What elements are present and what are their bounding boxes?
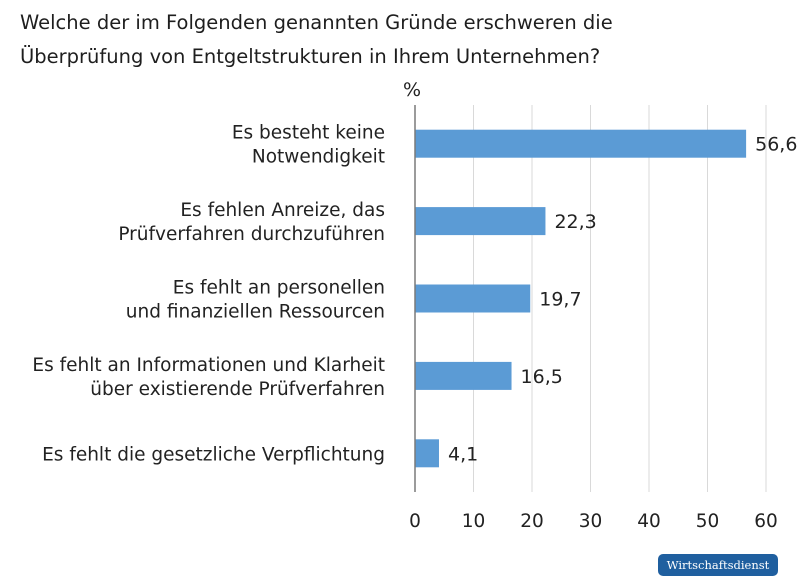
chart-title-line-1: Welche der im Folgenden genannten Gründe… xyxy=(20,11,613,34)
category-label-3: Es fehlt an personellen und finanziellen … xyxy=(126,278,385,323)
x-tick-label-20: 20 xyxy=(520,511,544,532)
bar-4 xyxy=(415,361,512,390)
bars xyxy=(415,129,747,468)
value-label-1: 56,6 xyxy=(755,134,797,156)
category-label-2: Es fehlen Anreize, das Prüfverfahren durc… xyxy=(118,200,385,245)
chart-title: Welche der im Folgenden genannten Gründe… xyxy=(20,6,613,74)
bar-1 xyxy=(415,129,747,158)
category-label-4: Es fehlt an Informationen und Klarheit üb… xyxy=(32,355,385,400)
x-tick-label-10: 10 xyxy=(462,511,486,532)
category-label-1: Es besteht keine Notwendigkeit xyxy=(232,123,385,168)
category-label-1-line-2: Notwendigkeit xyxy=(252,147,385,168)
chart-title-line-2: Überprüfung von Entgeltstrukturen in Ihr… xyxy=(20,45,601,68)
category-label-1-line-1: Es besteht keine xyxy=(232,123,385,144)
source-badge: Wirtschaftsdienst xyxy=(658,554,778,576)
category-label-5: Es fehlt die gesetzliche Verpflichtung xyxy=(42,444,385,465)
x-tick-label-30: 30 xyxy=(579,511,603,532)
value-label-2: 22,3 xyxy=(554,211,596,233)
category-label-2-line-1: Es fehlen Anreize, das xyxy=(180,200,385,221)
category-label-3-line-2: und finanziellen Ressourcen xyxy=(126,302,385,323)
value-label-3: 19,7 xyxy=(539,289,581,311)
x-tick-labels: 0 10 20 30 40 50 60 xyxy=(409,511,778,532)
value-labels: 56,6 22,3 19,7 16,5 4,1 xyxy=(448,134,797,466)
x-tick-label-40: 40 xyxy=(637,511,661,532)
unit-label: % xyxy=(403,79,421,101)
value-label-4: 16,5 xyxy=(521,366,563,388)
bar-2 xyxy=(415,207,546,236)
category-label-4-line-2: über existierende Prüfverfahren xyxy=(90,379,385,400)
category-label-4-line-1: Es fehlt an Informationen und Klarheit xyxy=(32,355,385,376)
category-label-2-line-2: Prüfverfahren durchzuführen xyxy=(118,224,385,245)
category-labels: Es besteht keine Notwendigkeit Es fehlen A… xyxy=(32,123,385,466)
bar-3 xyxy=(415,284,531,313)
bar-5 xyxy=(415,439,439,468)
x-tick-label-60: 60 xyxy=(754,511,778,532)
x-tick-label-0: 0 xyxy=(409,511,421,532)
category-label-5-line-1: Es fehlt die gesetzliche Verpflichtung xyxy=(42,444,385,465)
x-tick-label-50: 50 xyxy=(696,511,720,532)
value-label-5: 4,1 xyxy=(448,443,478,465)
category-label-3-line-1: Es fehlt an personellen xyxy=(173,278,385,299)
